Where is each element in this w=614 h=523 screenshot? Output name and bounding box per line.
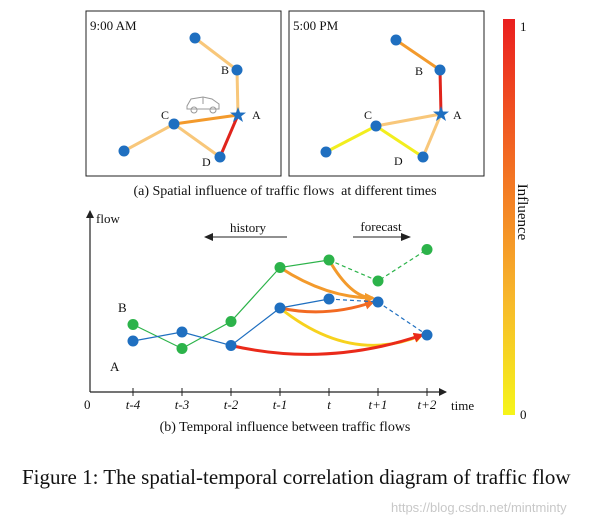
x-tick-label-1: t-3: [175, 397, 190, 412]
panel-am-time: 9:00 AM: [90, 18, 137, 33]
label-am-d: D: [202, 155, 211, 169]
figure-caption: Figure 1: The spatial-temporal correlati…: [22, 465, 571, 489]
panel-am-frame: [85, 10, 282, 177]
panel-pm-frame: [288, 10, 485, 177]
forecast-label: forecast: [360, 219, 402, 234]
label-pm-c: C: [364, 108, 372, 122]
x-tick-label-4: t: [327, 397, 331, 412]
panel-pm-time: 5:00 PM: [293, 18, 339, 33]
node-am-top: [189, 32, 201, 44]
subcaption-b: (b) Temporal influence between traffic f…: [160, 420, 411, 435]
edge-pm-top-b: [395, 38, 441, 72]
series-a-point-1: [176, 326, 188, 338]
colorbar-min: 0: [520, 407, 527, 422]
node-am-d: [214, 151, 226, 163]
label-am-b: B: [221, 63, 229, 77]
series-b-point-2: [225, 316, 237, 327]
edge-pm-c-d: [375, 124, 424, 159]
car-icon: [186, 96, 220, 114]
series-b-point-6: [421, 244, 433, 255]
edge-pm-a-d: [421, 113, 443, 158]
series-a-label: A: [110, 359, 120, 374]
edge-am-left-c: [123, 122, 175, 153]
x-tick-label-6: t+2: [418, 397, 437, 412]
edge-pm-left-c: [325, 124, 377, 154]
panel-am: 9:00 AM B A C D: [85, 10, 282, 177]
colorbar-label: Influence: [514, 184, 530, 241]
edge-am-a-d: [218, 114, 240, 158]
origin-label: 0: [84, 397, 91, 412]
colorbar-max: 1: [520, 19, 527, 34]
x-tick-label-5: t+1: [369, 397, 388, 412]
series-b-point-4: [323, 254, 335, 266]
node-am-b: [231, 64, 243, 76]
arrow-b-t-to-a-t+1: [327, 259, 375, 303]
label-pm-d: D: [394, 154, 403, 168]
y-axis-label: flow: [96, 211, 120, 226]
series-a-point-2: [225, 340, 237, 351]
series-a-point-4: [323, 293, 335, 305]
series-a-point-6: [421, 329, 433, 341]
colorbar: [503, 19, 515, 415]
watermark: https://blog.csdn.net/mintminty: [391, 500, 567, 515]
x-tick-label-0: t-4: [126, 397, 141, 412]
series-b-forecast-line: [328, 248, 428, 282]
label-am-a: A: [252, 108, 261, 122]
edge-am-top-b: [194, 36, 238, 72]
node-am-left: [118, 145, 130, 157]
temporal-chart: flow time 0 history forecast B A t-4 t-3 t…: [84, 210, 474, 413]
node-pm-left: [320, 146, 332, 158]
series-a-point-3: [274, 302, 286, 314]
series-b-point-3: [274, 262, 286, 273]
series-b-point-5: [372, 275, 384, 287]
star-node-pm-a: [433, 106, 449, 121]
subcaption-a: (a) Spatial influence of traffic flows a…: [133, 184, 436, 199]
arrow-a-t-1-to-a-t+1: [279, 299, 375, 314]
label-pm-a: A: [453, 108, 462, 122]
node-am-c: [168, 118, 180, 130]
arrow-a-t-1-to-a-t+2: [279, 306, 424, 347]
series-a-point-5: [372, 296, 384, 308]
edge-am-c-a: [173, 113, 239, 126]
arrow-a-t-2-to-a-t+2: [230, 332, 424, 356]
node-pm-d: [417, 151, 429, 163]
edge-am-c-d: [173, 122, 221, 159]
x-axis-label: time: [451, 398, 474, 413]
edge-pm-c-a: [375, 112, 442, 128]
history-label: history: [230, 220, 267, 235]
label-pm-b: B: [415, 64, 423, 78]
node-pm-top: [390, 34, 402, 46]
x-tick-label-2: t-2: [224, 397, 239, 412]
series-b-point-1: [176, 343, 188, 354]
star-node-am-a: [230, 107, 246, 122]
series-b-label: B: [118, 300, 127, 315]
x-tick-label-3: t-1: [273, 397, 287, 412]
node-pm-b: [434, 64, 446, 76]
series-a-point-0: [127, 335, 139, 347]
label-am-c: C: [161, 108, 169, 122]
node-pm-c: [370, 120, 382, 132]
series-b-point-0: [127, 319, 139, 330]
panel-pm: 5:00 PM B A C D: [288, 10, 485, 177]
